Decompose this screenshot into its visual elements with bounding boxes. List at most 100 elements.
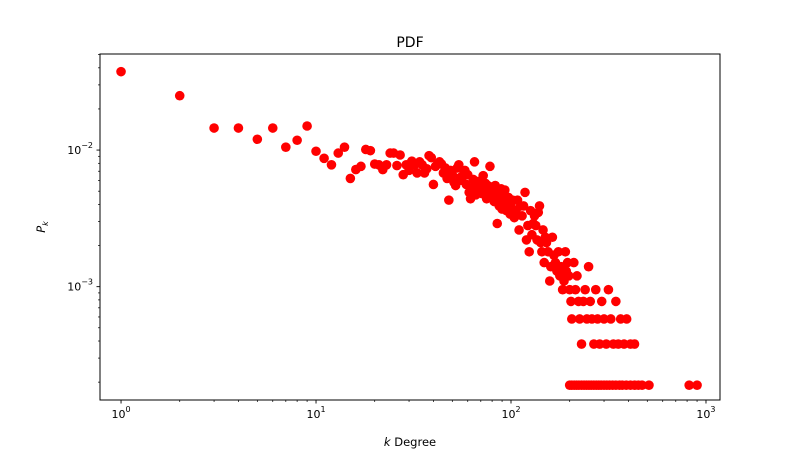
data-point <box>570 284 581 295</box>
x-tick-base: 10 <box>111 408 125 421</box>
data-point <box>564 271 574 281</box>
x-tick-exp: 3 <box>710 405 715 414</box>
y-tick-base: 10 <box>67 281 81 294</box>
data-point <box>381 160 392 170</box>
data-point <box>485 161 495 172</box>
data-point <box>544 276 555 286</box>
data-point <box>590 284 601 295</box>
data-point <box>447 169 458 180</box>
data-point <box>454 160 464 170</box>
data-point <box>594 339 605 349</box>
data-point <box>428 179 439 190</box>
data-point <box>599 314 609 324</box>
data-point <box>345 173 356 184</box>
y-axis-label: Pk <box>34 221 50 233</box>
data-point <box>566 314 577 324</box>
data-point <box>644 380 654 390</box>
x-tick-base: 10 <box>306 408 320 421</box>
data-point <box>524 246 535 257</box>
data-point <box>572 271 582 281</box>
data-point <box>333 148 344 158</box>
data-point <box>478 170 488 181</box>
data-point <box>174 90 185 101</box>
data-point <box>311 146 321 157</box>
x-tick-exp: 2 <box>515 405 520 414</box>
data-point <box>560 246 571 257</box>
y-tick-label: 10−3 <box>67 278 93 294</box>
data-point <box>637 380 647 390</box>
x-axis-label-text: Degree <box>391 435 437 449</box>
y-tick-base: 10 <box>67 144 81 157</box>
data-point <box>426 152 437 163</box>
data-point <box>319 153 329 164</box>
data-point <box>569 257 579 268</box>
data-point <box>611 296 621 307</box>
x-axis-ticks: 100 101 102 103 <box>111 400 716 421</box>
y-tick-exp: −3 <box>81 278 93 287</box>
data-point <box>302 121 312 131</box>
x-tick-base: 10 <box>696 408 710 421</box>
data-point <box>578 296 589 307</box>
data-point <box>469 157 480 167</box>
data-point <box>553 246 564 257</box>
data-point <box>547 232 558 243</box>
y-axis-label-var: P <box>34 226 48 233</box>
data-point <box>601 339 612 349</box>
data-point <box>566 296 576 307</box>
data-point <box>538 225 548 235</box>
data-point <box>517 211 527 221</box>
x-axis-label-var: k <box>384 435 392 449</box>
data-point <box>392 160 402 171</box>
data-point <box>596 296 607 307</box>
data-point <box>629 339 640 349</box>
data-point <box>339 142 350 152</box>
data-point <box>583 261 594 272</box>
data-point <box>422 163 432 174</box>
data-point <box>395 150 405 160</box>
x-tick-label: 101 <box>306 405 325 421</box>
x-tick-label: 100 <box>111 405 130 421</box>
data-point <box>444 195 454 205</box>
data-point <box>692 380 702 390</box>
data-point <box>557 284 568 295</box>
y-tick-label: 10−2 <box>67 141 93 157</box>
data-point <box>209 123 219 133</box>
data-point <box>233 123 244 133</box>
data-point <box>356 161 366 172</box>
data-point <box>326 160 337 170</box>
data-point <box>530 220 541 231</box>
data-point <box>116 66 126 77</box>
data-points <box>116 66 702 390</box>
data-point <box>580 284 590 295</box>
data-point <box>585 296 596 307</box>
data-point <box>514 225 524 235</box>
data-point <box>518 201 529 211</box>
x-tick-base: 10 <box>501 408 515 421</box>
data-point <box>606 314 616 324</box>
data-point <box>292 135 302 146</box>
data-point <box>684 380 694 390</box>
x-tick-label: 102 <box>501 405 520 421</box>
data-point <box>365 145 376 156</box>
x-tick-exp: 0 <box>125 405 130 414</box>
data-point <box>520 187 530 198</box>
data-point <box>412 168 422 178</box>
plot-frame <box>99 53 721 401</box>
y-tick-exp: −2 <box>81 141 93 150</box>
y-axis-label-sub: k <box>41 221 50 226</box>
data-point <box>500 185 510 195</box>
x-tick-exp: 1 <box>320 405 325 414</box>
data-point <box>574 314 585 324</box>
data-point <box>603 284 614 295</box>
data-point <box>252 134 263 145</box>
data-point <box>534 201 545 211</box>
data-point <box>621 314 632 324</box>
data-point <box>281 142 291 152</box>
x-tick-label: 103 <box>696 405 715 421</box>
y-axis-ticks: 10−310−2 <box>67 54 100 383</box>
x-axis-label: k Degree <box>384 435 436 449</box>
data-point <box>492 218 503 229</box>
data-point <box>267 123 278 133</box>
data-point <box>576 339 587 349</box>
